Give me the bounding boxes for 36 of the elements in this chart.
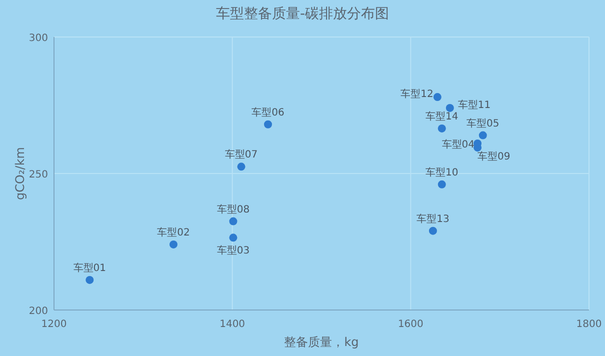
annotation: 车型11 (458, 98, 491, 111)
point (86, 276, 94, 284)
annotation: 车型05 (466, 117, 500, 130)
annotation: 车型03 (216, 244, 250, 257)
point (438, 124, 446, 132)
point (438, 180, 446, 188)
x-tick-label: 1600 (398, 319, 424, 330)
point (478, 131, 487, 140)
point (169, 240, 178, 248)
annotation: 车型01 (73, 262, 106, 274)
x-tick-label: 1400 (220, 319, 246, 330)
point (237, 162, 246, 171)
y-axis-title: gCO₂/km (13, 147, 27, 200)
y-tick-label: 200 (28, 306, 48, 317)
annotation: 车型07 (224, 148, 258, 161)
point (433, 93, 442, 102)
point (229, 217, 238, 226)
annotation: 车型09 (478, 150, 510, 163)
annotation: 车型13 (416, 212, 450, 225)
y-tick-label: 300 (28, 33, 48, 44)
x-axis-title: 整备质量，kg (284, 335, 359, 349)
annotation: 车型10 (426, 166, 458, 178)
chart-title: 车型整备质量-碳排放分布图 (216, 6, 390, 22)
annotation: 车型02 (157, 226, 190, 238)
point (264, 120, 272, 128)
y-tick-label: 250 (28, 170, 48, 180)
point (446, 104, 454, 112)
point (428, 226, 437, 235)
x-tick-label: 1200 (41, 319, 67, 330)
point (229, 234, 238, 242)
x-tick-label: 1800 (576, 319, 602, 330)
annotation: 车型04 (442, 138, 475, 150)
annotation: 车型12 (400, 88, 434, 100)
annotation: 车型08 (216, 203, 250, 216)
annotation: 车型06 (252, 106, 284, 118)
annotation: 车型14 (426, 110, 458, 122)
